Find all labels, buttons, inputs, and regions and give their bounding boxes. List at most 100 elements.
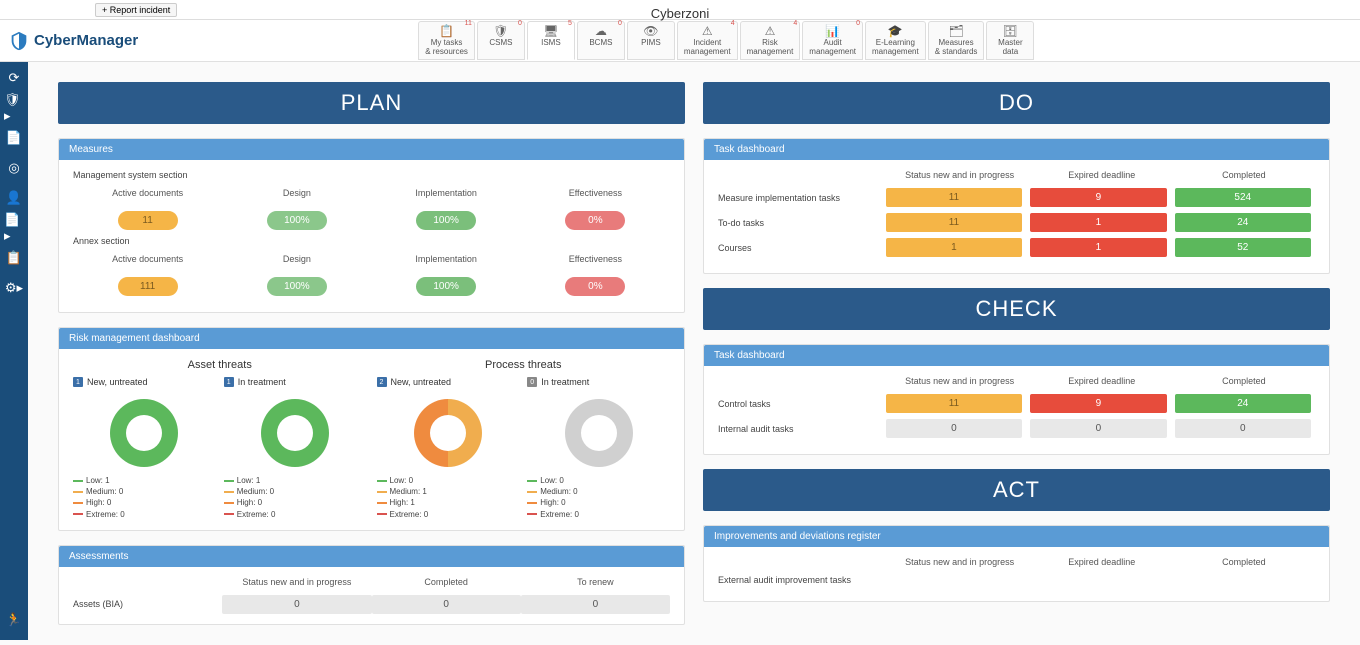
nav-tab[interactable]: 0☁BCMS	[577, 21, 625, 61]
tab-icon: 🖥	[534, 25, 568, 38]
panel-header: Task dashboard	[704, 139, 1329, 160]
act-panel: Improvements and deviations register Sta…	[703, 525, 1330, 602]
metric-pill: 0%	[565, 211, 625, 230]
section-label: Management system section	[73, 170, 670, 180]
legend-text: High: 0	[86, 497, 111, 508]
donut-chart	[261, 399, 329, 467]
row-label: External audit improvement tasks	[718, 575, 882, 585]
metric-label: Effectiveness	[521, 254, 670, 264]
stat-pill: 1	[886, 238, 1022, 257]
nav-tab[interactable]: 🗂Measures& standards	[928, 21, 985, 61]
count-badge: 2	[377, 377, 387, 387]
tab-icon: ⚠	[684, 25, 731, 38]
donut-chart	[110, 399, 178, 467]
legend-text: Low: 1	[237, 475, 261, 486]
row-label: Internal audit tasks	[718, 424, 882, 434]
check-panel: Task dashboard Status new and in progres…	[703, 344, 1330, 455]
sidebar-clipboard-icon[interactable]: 📋	[4, 248, 24, 268]
column-header: Completed	[1173, 376, 1315, 386]
column-header: Status new and in progress	[222, 577, 371, 587]
nav-tab[interactable]: 11📋My tasks& resources	[418, 21, 475, 61]
badge: 5	[568, 20, 572, 28]
legend-text: High: 1	[390, 497, 415, 508]
metric-label: Design	[222, 188, 371, 198]
badge: 0	[856, 20, 860, 28]
nav-tab[interactable]: 0📊Auditmanagement	[802, 21, 863, 61]
tab-icon: 📊	[809, 25, 856, 38]
panel-header: Measures	[59, 139, 684, 160]
count-badge: 1	[224, 377, 234, 387]
column-header: Completed	[1173, 170, 1315, 180]
row-label: Courses	[718, 243, 882, 253]
legend-text: Medium: 0	[86, 486, 123, 497]
nav-tab[interactable]: 0🛡CSMS	[477, 21, 525, 61]
do-header: DO	[703, 82, 1330, 124]
badge: 4	[793, 20, 797, 28]
tab-label: ISMS	[534, 39, 568, 48]
stat-pill: 0	[886, 419, 1022, 438]
sidebar-export-icon[interactable]: 📄▸	[4, 218, 24, 238]
legend-text: Extreme: 0	[86, 509, 125, 520]
sidebar-run-icon[interactable]: 🏃	[4, 610, 24, 630]
legend-text: High: 0	[237, 497, 262, 508]
sidebar-shield-icon[interactable]: 🛡▸	[4, 98, 24, 118]
tab-label: management	[684, 48, 731, 57]
metric-pill: 100%	[267, 211, 327, 230]
sidebar-user-icon[interactable]: 👤	[4, 188, 24, 208]
nav-tab[interactable]: 4⚠Incidentmanagement	[677, 21, 738, 61]
section-label: Annex section	[73, 236, 670, 246]
legend-text: Extreme: 0	[237, 509, 276, 520]
legend-text: Low: 0	[390, 475, 414, 486]
nav-tab[interactable]: 5🖥ISMS	[527, 21, 575, 61]
risk-label: In treatment	[541, 377, 589, 387]
row-label: Assets (BIA)	[73, 599, 222, 609]
stat-pill: 0	[372, 595, 521, 614]
panel-header: Assessments	[59, 546, 684, 567]
column-header: Expired deadline	[1031, 557, 1173, 567]
sidebar-gear-icon[interactable]: ⚙▸	[4, 278, 24, 298]
nav-tab[interactable]: 4⚠Riskmanagement	[740, 21, 801, 61]
badge: 0	[618, 20, 622, 28]
legend-text: Extreme: 0	[540, 509, 579, 520]
panel-header: Risk management dashboard	[59, 328, 684, 349]
measures-panel: Measures Management system section Activ…	[58, 138, 685, 313]
column-header: Expired deadline	[1031, 170, 1173, 180]
column-header: Status new and in progress	[889, 170, 1031, 180]
column-header: Completed	[372, 577, 521, 587]
risk-title: Process threats	[377, 359, 671, 371]
metric-pill: 11	[118, 211, 178, 230]
logo-text: CyberManager	[34, 32, 138, 49]
legend-text: Medium: 1	[390, 486, 427, 497]
tab-icon: 🗄	[993, 25, 1027, 38]
stat-pill: 1	[1030, 238, 1166, 257]
legend: Low: 0Medium: 0High: 0Extreme: 0	[527, 475, 670, 520]
report-incident-button[interactable]: + Report incident	[95, 3, 177, 17]
nav-tab[interactable]: 🎓E-Learningmanagement	[865, 21, 926, 61]
nav-tab[interactable]: 👁PIMS	[627, 21, 675, 61]
row-label: To-do tasks	[718, 218, 882, 228]
risk-panel: Risk management dashboard Asset threats …	[58, 327, 685, 531]
donut-chart	[414, 399, 482, 467]
metric-label: Design	[222, 254, 371, 264]
nav-tab[interactable]: 🗄Masterdata	[986, 21, 1034, 61]
act-header: ACT	[703, 469, 1330, 511]
stat-pill: 0	[222, 595, 371, 614]
row-label: Measure implementation tasks	[718, 193, 882, 203]
tab-icon: 🛡	[484, 25, 518, 38]
logo[interactable]: CyberManager	[0, 30, 138, 52]
tab-label: BCMS	[584, 39, 618, 48]
metric-label: Active documents	[73, 254, 222, 264]
sidebar-sync-icon[interactable]: ⟳	[4, 68, 24, 88]
org-name: Cyberzoni	[651, 6, 710, 21]
count-badge: 0	[527, 377, 537, 387]
legend: Low: 1Medium: 0High: 0Extreme: 0	[224, 475, 367, 520]
tab-icon: ☁	[584, 25, 618, 38]
legend-text: Low: 1	[86, 475, 110, 486]
sidebar-target-icon[interactable]: ◎	[4, 158, 24, 178]
sidebar-doc-icon[interactable]: 📄	[4, 128, 24, 148]
risk-label: In treatment	[238, 377, 286, 387]
tab-label: PIMS	[634, 39, 668, 48]
metric-label: Effectiveness	[521, 188, 670, 198]
stat-pill: 11	[886, 213, 1022, 232]
legend-text: Extreme: 0	[390, 509, 429, 520]
